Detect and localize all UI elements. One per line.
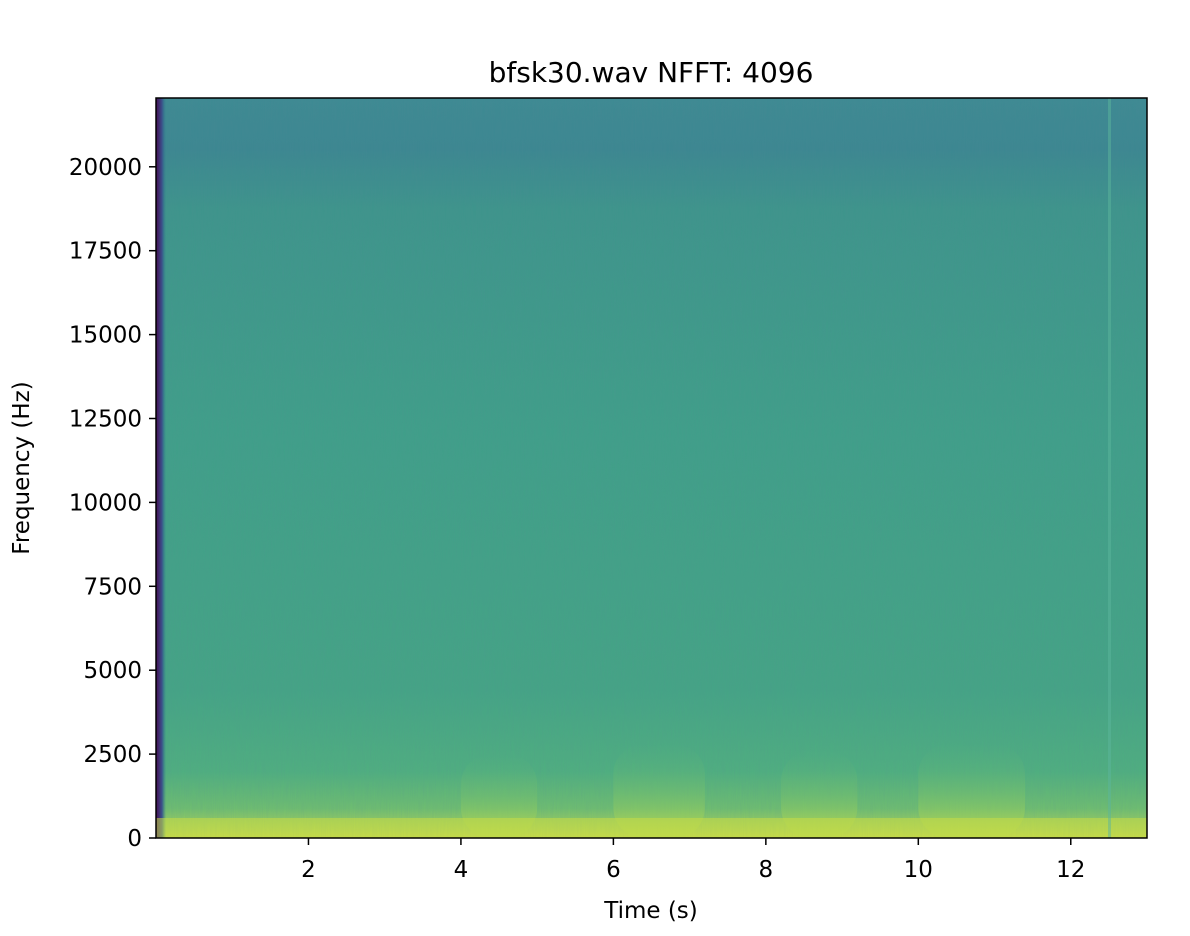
energy-burst bbox=[460, 754, 538, 838]
spectrogram-heatmap bbox=[156, 98, 1147, 838]
energy-bursts bbox=[460, 744, 1026, 838]
energy-burst bbox=[918, 744, 1026, 838]
x-tick-label: 8 bbox=[759, 857, 774, 883]
plot-frame bbox=[155, 97, 1148, 839]
energy-burst bbox=[613, 744, 705, 838]
y-tick-label: 7500 bbox=[83, 574, 142, 600]
y-tick-label: 2500 bbox=[83, 742, 142, 768]
x-tick-label: 4 bbox=[454, 857, 469, 883]
x-tick-label: 10 bbox=[904, 857, 933, 883]
y-tick-label: 10000 bbox=[69, 490, 142, 516]
y-tick-label: 5000 bbox=[83, 658, 142, 684]
y-tick-label: 12500 bbox=[69, 406, 142, 432]
late-click-line bbox=[1108, 98, 1111, 838]
y-tick-label: 0 bbox=[127, 826, 142, 852]
x-tick-label: 12 bbox=[1056, 857, 1085, 883]
y-tick-label: 15000 bbox=[69, 323, 142, 349]
x-tick-label: 6 bbox=[606, 857, 621, 883]
y-tick-label: 20000 bbox=[69, 155, 142, 181]
y-axis-ticks: 0 2500 5000 7500 10000 12500 15000 17500 20000 bbox=[69, 155, 156, 852]
x-axis-label: Time (s) bbox=[603, 898, 698, 924]
low-frequency-band bbox=[156, 818, 1147, 838]
x-tick-label: 2 bbox=[301, 857, 316, 883]
y-tick-label: 17500 bbox=[69, 239, 142, 265]
y-axis-label: Frequency (Hz) bbox=[9, 381, 35, 554]
energy-burst bbox=[781, 750, 858, 838]
start-edge-band bbox=[156, 98, 166, 838]
x-axis-ticks: 2 4 6 8 10 12 bbox=[301, 838, 1085, 883]
spectrogram-texture bbox=[156, 98, 1147, 838]
chart-title: bfsk30.wav NFFT: 4096 bbox=[489, 56, 814, 89]
